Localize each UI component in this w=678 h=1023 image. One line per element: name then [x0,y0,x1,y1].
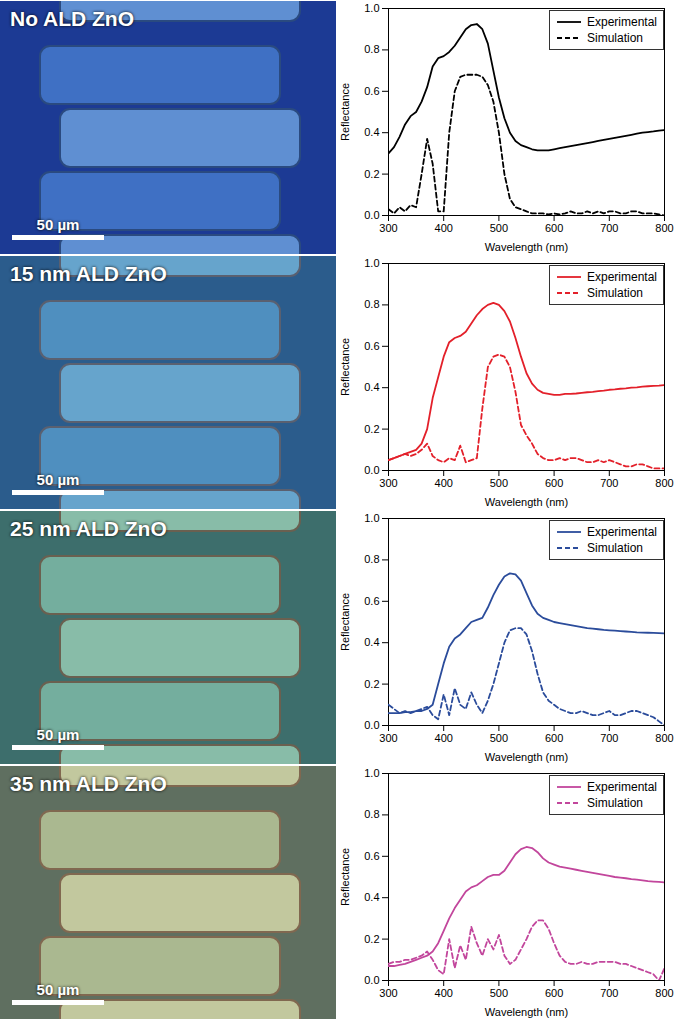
svg-text:Reflectance: Reflectance [339,848,351,906]
html-text:Experimental: Experimental [587,270,657,284]
svg-text:0.0: 0.0 [364,974,379,986]
svg-text:500: 500 [490,987,508,999]
svg-text:0.8: 0.8 [364,298,379,310]
html-text:35 nm ALD ZnO: 35 nm ALD ZnO [10,772,167,795]
svg-text:0.0: 0.0 [364,209,379,221]
svg-text:600: 600 [545,987,563,999]
svg-text:1.0: 1.0 [364,512,379,524]
svg-text:0.8: 0.8 [364,553,379,565]
svg-text:700: 700 [600,987,618,999]
svg-text:600: 600 [545,732,563,744]
svg-text:600: 600 [545,222,563,234]
html-text:Simulation: Simulation [587,286,643,300]
svg-text:600: 600 [545,477,563,489]
svg-text:1.0: 1.0 [364,257,379,269]
svg-text:500: 500 [490,222,508,234]
html-text:50 µm: 50 µm [36,216,80,233]
svg-text:Wavelength (nm): Wavelength (nm) [485,241,568,253]
svg-text:0.2: 0.2 [364,933,379,945]
svg-text:0.6: 0.6 [364,595,379,607]
svg-text:Wavelength (nm): Wavelength (nm) [485,496,568,508]
html-text:Simulation: Simulation [587,31,643,45]
html-text:15 nm ALD ZnO: 15 nm ALD ZnO [10,262,167,285]
svg-text:0.6: 0.6 [364,85,379,97]
svg-text:300: 300 [379,477,397,489]
html-text:Experimental: Experimental [587,15,657,29]
svg-text:1.0: 1.0 [364,2,379,14]
svg-text:0.8: 0.8 [364,808,379,820]
svg-text:Wavelength (nm): Wavelength (nm) [485,1006,568,1018]
svg-text:1.0: 1.0 [364,767,379,779]
svg-text:400: 400 [435,222,453,234]
svg-text:0.2: 0.2 [364,168,379,180]
html-text:Simulation: Simulation [587,796,643,810]
html-text:50 µm: 50 µm [36,471,80,488]
svg-text:0.8: 0.8 [364,43,379,55]
svg-text:500: 500 [490,732,508,744]
svg-text:0.2: 0.2 [364,678,379,690]
svg-text:300: 300 [379,732,397,744]
svg-text:0.2: 0.2 [364,423,379,435]
svg-text:0.4: 0.4 [364,891,379,903]
svg-text:Wavelength (nm): Wavelength (nm) [485,751,568,763]
svg-text:Reflectance: Reflectance [339,83,351,141]
svg-text:0.6: 0.6 [364,340,379,352]
svg-text:0.0: 0.0 [364,464,379,476]
svg-text:Reflectance: Reflectance [339,338,351,396]
svg-text:800: 800 [655,987,673,999]
svg-text:700: 700 [600,477,618,489]
svg-text:500: 500 [490,477,508,489]
html-text:Simulation: Simulation [587,541,643,555]
svg-text:400: 400 [435,987,453,999]
svg-text:0.0: 0.0 [364,719,379,731]
svg-text:0.4: 0.4 [364,636,379,648]
svg-text:800: 800 [655,222,673,234]
html-text:No ALD ZnO: No ALD ZnO [10,7,134,30]
svg-text:0.4: 0.4 [364,381,379,393]
svg-text:400: 400 [435,477,453,489]
svg-text:Reflectance: Reflectance [339,593,351,651]
svg-text:0.6: 0.6 [364,850,379,862]
svg-text:800: 800 [655,732,673,744]
svg-text:300: 300 [379,222,397,234]
html-text:Experimental: Experimental [587,780,657,794]
svg-text:0.4: 0.4 [364,126,379,138]
svg-text:800: 800 [655,477,673,489]
svg-text:700: 700 [600,222,618,234]
html-text:50 µm: 50 µm [36,981,80,998]
html-text:50 µm: 50 µm [36,726,80,743]
html-text:25 nm ALD ZnO: 25 nm ALD ZnO [10,517,167,540]
svg-text:400: 400 [435,732,453,744]
html-text:Experimental: Experimental [587,525,657,539]
svg-text:700: 700 [600,732,618,744]
svg-text:300: 300 [379,987,397,999]
